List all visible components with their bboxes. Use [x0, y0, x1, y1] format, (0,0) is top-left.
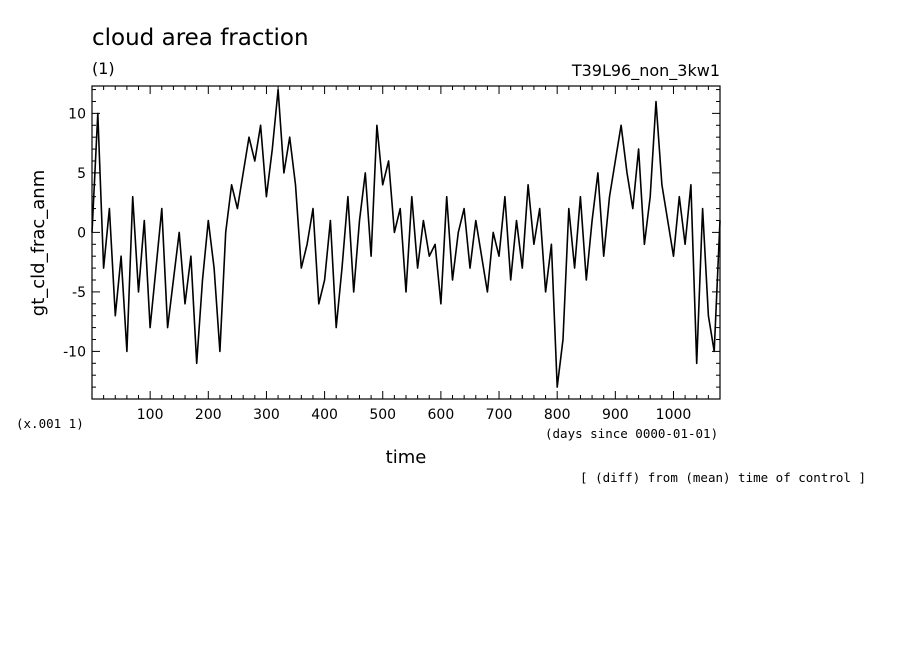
- chart-subtitle-right: T39L96_non_3kw1: [571, 61, 720, 81]
- y-tick-label: 0: [77, 225, 86, 241]
- x-axis-label: time: [386, 447, 427, 468]
- x-axis-unit: (days since 0000-01-01): [545, 426, 718, 441]
- x-tick-label: 1000: [656, 407, 692, 423]
- x-tick-label: 400: [311, 407, 338, 423]
- x-tick-label: 500: [369, 407, 396, 423]
- y-tick-label: 10: [68, 106, 86, 122]
- x-tick-label: 200: [195, 407, 222, 423]
- x-axis-ticks: 100 200 300 400 500 600 700 800 900 1000: [103, 86, 709, 423]
- y-axis-label: gt_cld_frac_anm: [28, 170, 49, 316]
- x-tick-label: 300: [253, 407, 280, 423]
- y-axis-ticks: 10 5 0 -5 -10: [63, 89, 720, 400]
- y-scale-note: (x.001 1): [16, 416, 84, 431]
- footnote: [ (diff) from (mean) time of control ]: [580, 470, 866, 485]
- y-tick-label: 5: [77, 166, 86, 182]
- y-tick-label: -10: [63, 344, 86, 360]
- x-tick-label: 100: [137, 407, 164, 423]
- y-tick-label: -5: [72, 285, 86, 301]
- series-line: [91, 88, 721, 388]
- x-tick-label: 900: [602, 407, 629, 423]
- chart-title: cloud area fraction: [92, 25, 309, 51]
- x-tick-label: 800: [544, 407, 571, 423]
- x-tick-label: 700: [486, 407, 513, 423]
- plot-frame: [91, 85, 721, 400]
- x-tick-label: 600: [428, 407, 455, 423]
- chart-subtitle-left: (1): [92, 59, 115, 78]
